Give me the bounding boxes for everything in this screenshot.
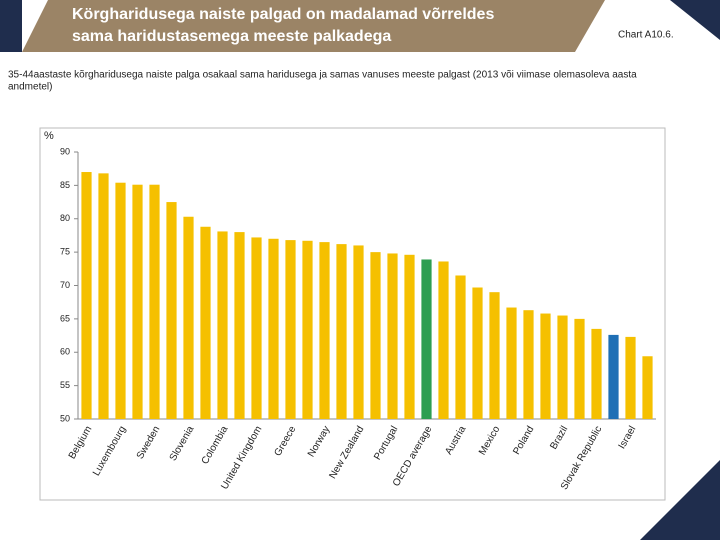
bar (591, 328, 602, 419)
bar (489, 292, 500, 419)
bar (81, 172, 92, 419)
bar (149, 184, 160, 419)
x-tick-label: Slovenia (168, 424, 197, 463)
bar (183, 216, 194, 419)
corner-top (670, 0, 720, 40)
bar (438, 261, 449, 419)
bar (132, 184, 143, 419)
bar (200, 226, 211, 419)
x-tick-label: Norway (306, 424, 332, 459)
bar (387, 253, 398, 419)
chart-label: Chart A10.6. (618, 30, 674, 41)
x-tick-label: Austria (443, 424, 468, 457)
bar (608, 334, 619, 419)
bar (353, 245, 364, 419)
bar (166, 202, 177, 419)
bar (506, 307, 517, 419)
y-axis-label: % (44, 130, 54, 142)
y-tick-label: 80 (60, 213, 70, 223)
bar (251, 237, 262, 419)
title-band (22, 0, 605, 52)
bar (404, 254, 415, 419)
bar (574, 318, 585, 419)
bar (625, 336, 636, 419)
y-tick-label: 50 (60, 413, 70, 423)
bar (472, 287, 483, 419)
x-tick-label: Sweden (135, 424, 163, 461)
title-line: Körgharidusega naiste palgad on madalama… (72, 6, 494, 23)
y-tick-label: 75 (60, 247, 70, 257)
y-tick-label: 65 (60, 313, 70, 323)
bar (336, 244, 347, 419)
x-tick-label: Greece (272, 424, 298, 458)
x-tick-label: Israel (617, 424, 639, 451)
x-tick-label: Mexico (477, 424, 503, 457)
x-tick-label: New Zealand (327, 424, 366, 481)
bar (268, 238, 279, 419)
bar (370, 252, 381, 419)
bar (234, 232, 245, 419)
bar (455, 275, 466, 419)
corner-bottom (640, 460, 720, 540)
bar (642, 356, 653, 419)
subtitle: 35-44aastaste kõrgharidusega naiste palg… (8, 70, 637, 81)
y-tick-label: 85 (60, 180, 70, 190)
y-tick-label: 55 (60, 380, 70, 390)
bar (217, 231, 228, 419)
bar (285, 240, 296, 419)
bar (421, 259, 432, 419)
bar (523, 310, 534, 419)
bar (319, 242, 330, 419)
x-tick-label: Portugal (372, 424, 400, 462)
x-tick-label: Brazil (548, 424, 570, 451)
bar (98, 173, 109, 419)
x-tick-label: Belgium (67, 424, 95, 461)
bar (302, 240, 313, 419)
bar (557, 315, 568, 419)
header-block (0, 0, 22, 52)
bar (115, 182, 126, 419)
x-tick-label: Poland (511, 424, 536, 456)
y-tick-label: 60 (60, 347, 70, 357)
y-tick-label: 70 (60, 280, 70, 290)
bar (540, 313, 551, 419)
subtitle: andmetel) (8, 82, 52, 93)
title-line: sama haridustasemega meeste palkadega (72, 28, 391, 45)
y-tick-label: 90 (60, 146, 70, 156)
x-tick-label: Colombia (200, 424, 231, 466)
chart-frame (39, 127, 666, 501)
x-tick-label: Luxembourg (91, 424, 128, 478)
